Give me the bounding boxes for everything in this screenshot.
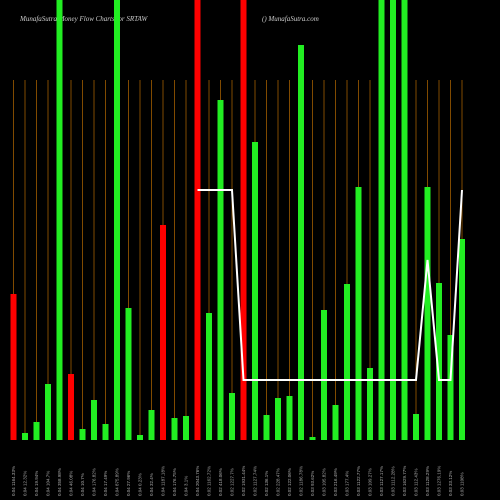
bar xyxy=(194,0,201,440)
x-tick-label: 0.03 33.12% xyxy=(448,471,453,496)
x-tick-label: 0.02 1186.78% xyxy=(299,466,304,496)
bar xyxy=(68,374,74,440)
x-tick-label: 0.02 228.47% xyxy=(276,468,281,496)
bar xyxy=(263,415,270,440)
bar xyxy=(275,398,281,440)
x-tick-label: 0.02 1931.44% xyxy=(241,466,246,496)
bar xyxy=(436,283,442,440)
bar xyxy=(309,437,316,440)
x-tick-label: 0.03 105.82% xyxy=(322,468,327,496)
x-tick-label: 0.02 122.06% xyxy=(287,468,292,496)
bar xyxy=(171,418,178,440)
bar xyxy=(22,433,28,440)
bar xyxy=(413,414,419,440)
x-tick-label: 0.04 19.94% xyxy=(34,471,39,496)
x-tick-label: 0.04 46.08% xyxy=(69,471,74,496)
x-tick-label: 0.03 1629.77% xyxy=(402,466,407,496)
bar xyxy=(10,294,17,440)
bar xyxy=(355,187,362,440)
x-tick-label: 0.02 1162.72% xyxy=(207,466,212,496)
x-tick-label: 0.04 358.98% xyxy=(57,468,62,496)
chart-subtitle: () MunafaSutra.com xyxy=(262,15,319,23)
bar xyxy=(125,308,132,440)
bar xyxy=(206,313,212,440)
bar xyxy=(114,0,120,440)
bar xyxy=(367,368,373,440)
bar xyxy=(79,429,86,440)
bar xyxy=(229,393,235,440)
x-tick-label: 0.03 177.4% xyxy=(345,471,350,496)
x-tick-label: 0.04 32.4% xyxy=(149,473,154,496)
bar xyxy=(91,400,97,440)
bar xyxy=(424,187,431,440)
x-tick-label: 0.03 1108% xyxy=(460,472,465,496)
bar xyxy=(321,310,327,440)
x-tick-label: 0.04 2043.76% xyxy=(195,466,200,496)
bar xyxy=(148,410,155,440)
bar xyxy=(298,45,304,440)
bar xyxy=(459,239,465,440)
x-tick-label: 0.03 109.27% xyxy=(368,468,373,496)
bar xyxy=(378,0,385,440)
x-tick-label: 0.04 0.23% xyxy=(138,473,143,496)
bar xyxy=(183,416,189,440)
bar xyxy=(217,100,224,440)
x-tick-label: 0.04 875.89% xyxy=(115,468,120,496)
x-tick-label: 0.04 27.96% xyxy=(126,471,131,496)
x-tick-label: 0.03 1122.77% xyxy=(356,466,361,496)
x-tick-label: 0.02 136.1% xyxy=(264,471,269,496)
x-tick-label: 0.04 1164.33% xyxy=(11,466,16,496)
trend-line xyxy=(197,189,463,381)
bar xyxy=(252,142,258,440)
bar xyxy=(56,0,63,440)
bar xyxy=(401,0,408,440)
x-tick-label: 0.04 176.75% xyxy=(172,468,177,496)
chart-title: MunafaSutra Money Flow Charts for SRTAW xyxy=(19,15,149,23)
bar xyxy=(344,284,350,440)
bar xyxy=(447,335,454,440)
x-tick-label: 0.03 1112.28% xyxy=(391,466,396,496)
x-tick-label: 0.03 93.62% xyxy=(310,471,315,496)
x-tick-label: 0.03 216.49% xyxy=(333,468,338,496)
x-tick-label: 0.03 112.43% xyxy=(414,469,419,496)
x-tick-label: 0.02 1127.74% xyxy=(253,466,258,496)
x-tick-label: 0.04 10.7% xyxy=(80,473,85,496)
bar xyxy=(286,396,293,440)
x-tick-label: 0.02 1227.7% xyxy=(230,468,235,496)
x-tick-label: 0.02 418.06% xyxy=(218,468,223,496)
x-tick-label: 0.04 12.32% xyxy=(23,471,28,496)
bar xyxy=(240,0,247,440)
bar xyxy=(332,405,339,440)
bar xyxy=(137,435,143,440)
x-tick-label: 0.04 176.82% xyxy=(92,468,97,496)
x-tick-label: 0.04 17.49% xyxy=(103,471,108,496)
bar xyxy=(33,422,40,440)
bar xyxy=(102,424,109,440)
x-tick-label: 0.03 1276.19% xyxy=(437,466,442,496)
bar xyxy=(45,384,51,440)
x-tick-label: 0.04 3.1% xyxy=(184,476,189,496)
bar xyxy=(390,0,396,440)
x-tick-label: 0.03 1127.17% xyxy=(379,466,384,496)
x-tick-label: 0.04 104.7% xyxy=(46,471,51,496)
x-tick-label: 0.03 1128.29% xyxy=(425,466,430,496)
x-tick-label: 0.04 1187.18% xyxy=(161,466,166,496)
bar xyxy=(160,225,166,440)
